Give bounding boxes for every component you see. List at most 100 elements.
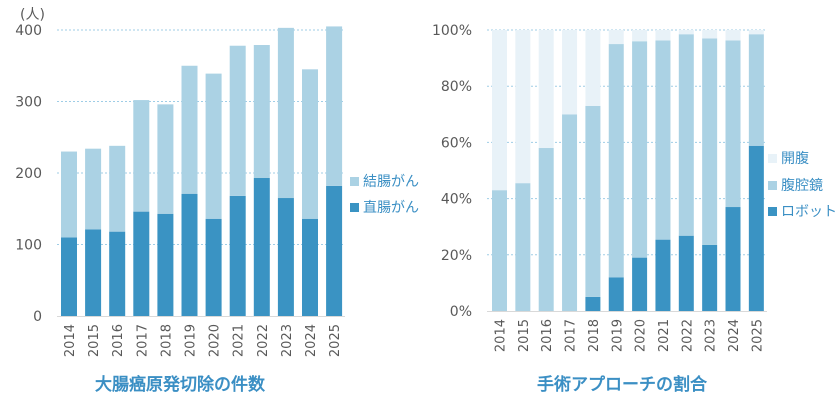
bar-segment	[229, 195, 246, 316]
bar-segment	[253, 178, 270, 316]
y-tick-label: 0	[33, 309, 42, 325]
legend-label: 直腸がん	[363, 199, 419, 216]
chart-surgery-counts: (人) 大腸癌原発切除の件数 0 100 200 300 400 2014 2015 2016…	[15, 7, 419, 395]
bar-segment	[133, 211, 150, 316]
bar-segment	[326, 26, 343, 186]
x-tick-label: 2019	[184, 324, 199, 357]
bar-segment	[277, 198, 294, 316]
legend-swatch	[350, 203, 359, 212]
bar-segment	[181, 193, 198, 316]
x-tick-label: 2025	[328, 324, 343, 357]
x-tick-label: 2017	[135, 324, 150, 357]
x-tick-label: 2025	[750, 319, 765, 352]
bar-segment	[205, 73, 222, 219]
bar-segment	[655, 239, 671, 311]
bar-segment	[205, 218, 222, 316]
bar-segment	[748, 34, 764, 146]
y-tick-label: 400	[15, 23, 42, 39]
bar-segment	[608, 277, 624, 311]
bar-segment	[492, 190, 507, 311]
bar-segment	[302, 69, 318, 219]
x-tick-label: 2017	[564, 319, 579, 352]
bar-segment	[632, 41, 648, 258]
bar-segment	[562, 30, 578, 115]
bar-segment	[538, 148, 554, 311]
bar-segment	[492, 30, 507, 191]
bar-segment	[181, 65, 198, 194]
bar-segment	[61, 151, 77, 238]
legend-label: 腹腔鏡	[781, 177, 823, 194]
y-tick-label: 200	[15, 166, 42, 182]
bar-segment	[562, 114, 578, 311]
bar-segment	[585, 296, 601, 311]
bar-segment	[585, 105, 601, 297]
bar-segment	[109, 231, 126, 316]
bar-segment	[133, 100, 150, 212]
y-tick-label: 100%	[432, 23, 472, 39]
bar-segment	[655, 30, 671, 41]
x-tick-label: 2020	[634, 319, 649, 352]
bar-segment	[515, 30, 531, 184]
legend-label: 結腸がん	[363, 174, 419, 190]
y-tick-label: 20%	[441, 248, 472, 264]
legend-swatch	[768, 181, 777, 190]
y-tick-label: 40%	[441, 192, 472, 208]
x-tick-label: 2018	[159, 324, 174, 357]
x-tick-label: 2014	[63, 324, 78, 357]
bar-segment	[608, 30, 624, 45]
y-tick-label: 300	[15, 95, 42, 111]
x-tick-label: 2021	[657, 319, 672, 352]
x-tick-label: 2016	[540, 319, 555, 352]
x-tick-label: 2016	[111, 324, 126, 357]
x-tick-label: 2022	[256, 324, 271, 357]
y-tick-label: 0%	[450, 304, 472, 320]
bar-segment	[109, 145, 126, 232]
bar-segment	[515, 183, 531, 311]
bar-segment	[302, 218, 318, 316]
y-tick-label: 60%	[441, 135, 472, 151]
bar-segment	[748, 145, 764, 311]
x-tick-label: 2021	[232, 324, 247, 357]
bar-segment	[655, 40, 671, 240]
bar-segment	[538, 30, 554, 149]
bar-segment	[85, 229, 102, 316]
bar-segment	[702, 244, 718, 311]
bar-segment	[702, 38, 718, 245]
legend-swatch	[350, 177, 359, 186]
bar-segment	[748, 30, 764, 35]
legend-label: 開腹	[781, 150, 809, 167]
chart-title: 大腸癌原発切除の件数	[95, 374, 266, 395]
chart-approach-ratio: 手術アプローチの割合 0% 20% 40% 60% 80% 100% 2014 2015 201…	[432, 23, 837, 395]
bar-segment	[725, 30, 741, 41]
legend-swatch	[768, 207, 777, 216]
bar-segment	[253, 45, 270, 179]
x-tick-label: 2019	[610, 319, 625, 352]
x-tick-label: 2015	[517, 319, 532, 352]
x-tick-label: 2022	[680, 319, 695, 352]
bar-segment	[632, 30, 648, 42]
bar-segment	[725, 207, 741, 311]
bar-segment	[229, 45, 246, 196]
x-tick-label: 2014	[494, 319, 509, 352]
bar-segment	[678, 34, 694, 236]
y-unit-label: (人)	[20, 7, 45, 23]
legend-swatch	[768, 154, 777, 163]
bar-segment	[725, 40, 741, 208]
chart-title: 手術アプローチの割合	[537, 374, 708, 395]
x-tick-label: 2023	[704, 319, 719, 352]
x-tick-label: 2020	[208, 324, 223, 357]
bar-segment	[632, 257, 648, 311]
y-tick-label: 100	[15, 238, 42, 254]
bar-segment	[157, 104, 174, 214]
x-tick-label: 2024	[727, 319, 742, 352]
bar-segment	[277, 27, 294, 199]
legend-label: ロボット	[781, 204, 837, 220]
bar-segment	[326, 185, 343, 316]
bar-segment	[678, 30, 694, 35]
bar-segment	[157, 213, 174, 316]
x-tick-label: 2015	[87, 324, 102, 357]
bar-segment	[61, 237, 77, 316]
x-tick-label: 2023	[280, 324, 295, 357]
bar-segment	[702, 30, 718, 39]
